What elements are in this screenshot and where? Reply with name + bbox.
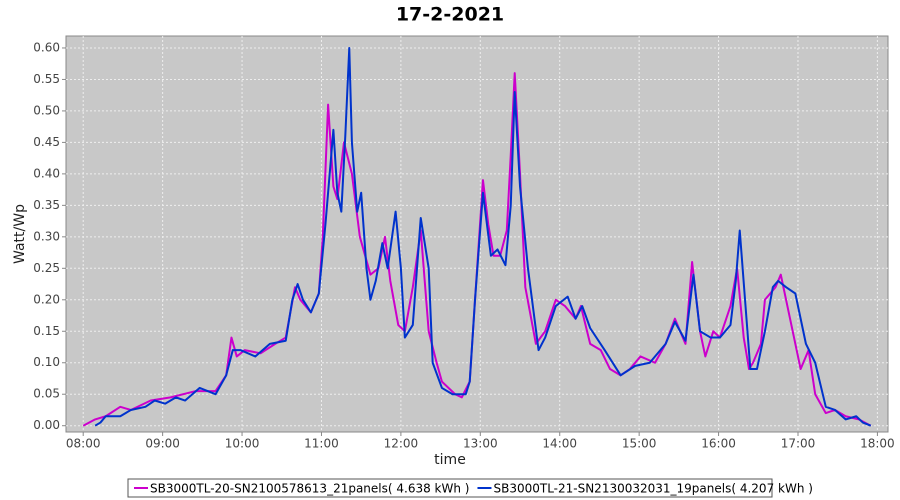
y-tick-label: 0.45 bbox=[33, 135, 60, 149]
x-tick-label: 10:00 bbox=[225, 437, 260, 451]
y-tick-label: 0.00 bbox=[33, 418, 60, 432]
x-tick-label: 14:00 bbox=[542, 437, 577, 451]
y-tick-label: 0.20 bbox=[33, 292, 60, 306]
x-axis-label: time bbox=[434, 452, 466, 468]
y-tick-label: 0.55 bbox=[33, 72, 60, 86]
x-tick-label: 09:00 bbox=[145, 437, 180, 451]
x-tick-label: 15:00 bbox=[622, 437, 657, 451]
x-tick-label: 12:00 bbox=[384, 437, 419, 451]
y-tick-label: 0.05 bbox=[33, 387, 60, 401]
y-tick-label: 0.30 bbox=[33, 229, 60, 243]
y-tick-label: 0.50 bbox=[33, 103, 60, 117]
plot-area bbox=[65, 35, 889, 433]
y-tick-label: 0.40 bbox=[33, 166, 60, 180]
y-tick-label: 0.35 bbox=[33, 198, 60, 212]
legend-label: SB3000TL-20-SN2100578613_21panels( 4.638… bbox=[150, 482, 469, 496]
legend-label: SB3000TL-21-SN2130032031_19panels( 4.207… bbox=[493, 482, 812, 496]
x-tick-label: 11:00 bbox=[304, 437, 339, 451]
y-tick-label: 0.15 bbox=[33, 324, 60, 338]
x-tick-label: 08:00 bbox=[66, 437, 101, 451]
chart-title: 17-2-2021 bbox=[396, 4, 504, 26]
legend-box bbox=[127, 478, 773, 498]
y-axis-label: Watt/Wp bbox=[12, 204, 28, 264]
y-tick-label: 0.60 bbox=[33, 40, 60, 54]
series-line bbox=[94, 46, 872, 427]
x-tick-label: 17:00 bbox=[781, 437, 816, 451]
x-tick-label: 16:00 bbox=[701, 437, 736, 451]
y-tick-label: 0.10 bbox=[33, 355, 60, 369]
y-tick-label: 0.25 bbox=[33, 261, 60, 275]
plot bbox=[66, 36, 888, 432]
x-tick-label: 13:00 bbox=[463, 437, 498, 451]
x-tick-label: 18:00 bbox=[860, 437, 895, 451]
